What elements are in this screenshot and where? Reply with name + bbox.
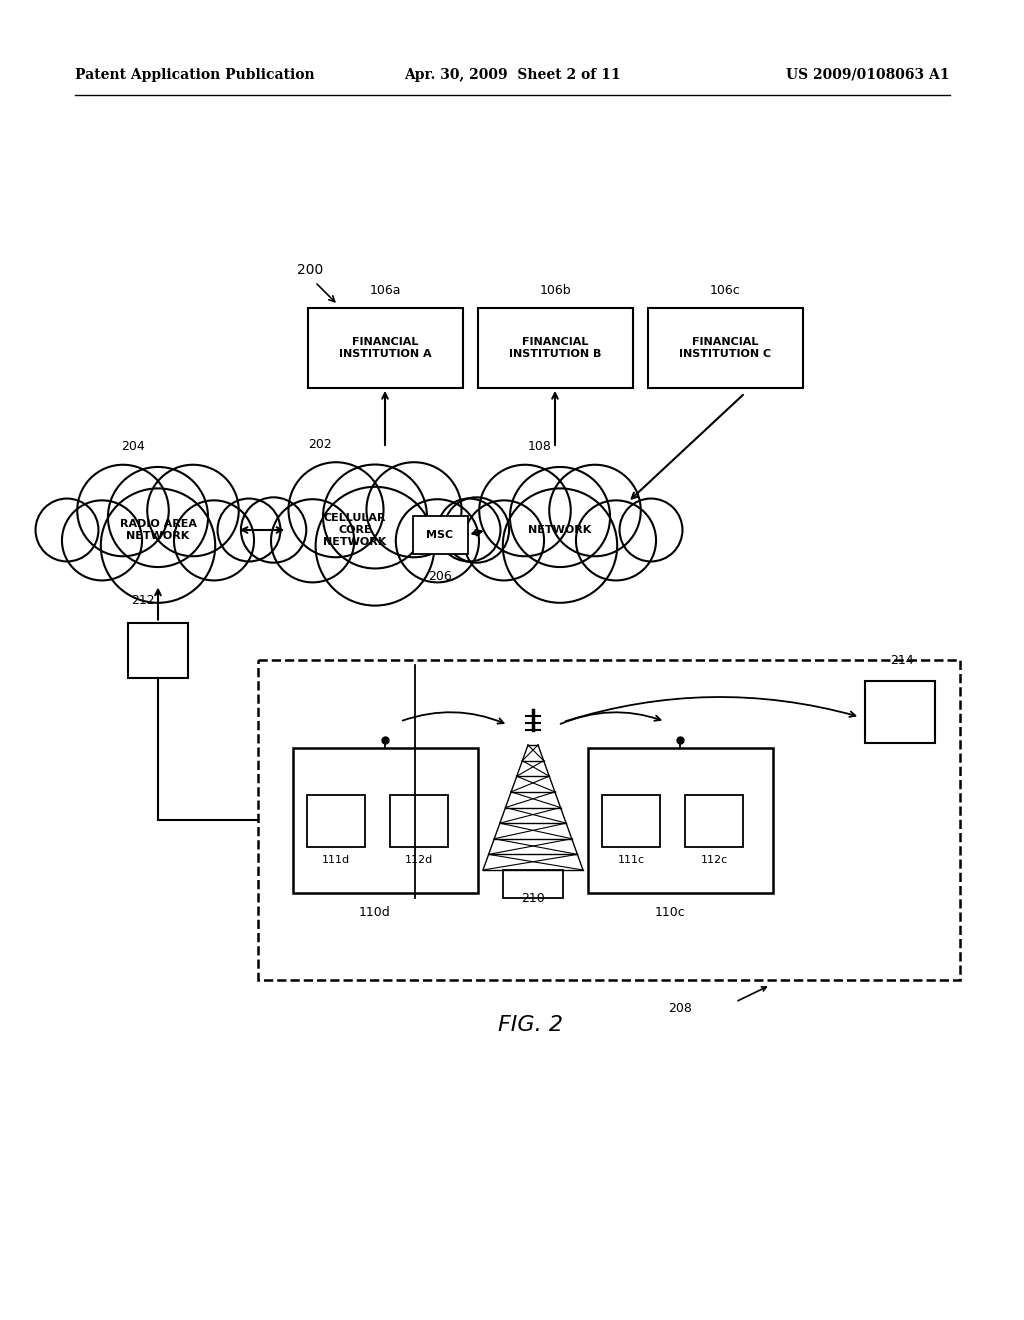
Text: 208: 208 xyxy=(668,1002,692,1015)
Bar xyxy=(307,795,365,847)
Bar xyxy=(503,870,563,898)
Text: 110c: 110c xyxy=(654,906,685,919)
Text: 110d: 110d xyxy=(359,906,391,919)
Circle shape xyxy=(367,462,462,557)
Circle shape xyxy=(464,500,544,581)
Bar xyxy=(390,795,449,847)
Text: 212: 212 xyxy=(131,594,155,607)
Circle shape xyxy=(108,467,208,568)
Text: 106a: 106a xyxy=(370,284,400,297)
Bar xyxy=(588,747,772,892)
Circle shape xyxy=(396,499,479,582)
Circle shape xyxy=(271,499,354,582)
Text: 206: 206 xyxy=(428,569,452,582)
Text: MSC: MSC xyxy=(426,531,454,540)
Circle shape xyxy=(575,500,656,581)
Circle shape xyxy=(289,462,384,557)
Text: 202: 202 xyxy=(308,438,332,451)
Text: Apr. 30, 2009  Sheet 2 of 11: Apr. 30, 2009 Sheet 2 of 11 xyxy=(403,69,621,82)
Bar xyxy=(293,747,477,892)
Bar xyxy=(685,795,743,847)
Text: 112c: 112c xyxy=(700,855,728,865)
Text: FINANCIAL
INSTITUTION C: FINANCIAL INSTITUTION C xyxy=(679,337,771,359)
Text: 111c: 111c xyxy=(617,855,644,865)
Bar xyxy=(258,660,961,979)
Text: FINANCIAL
INSTITUTION B: FINANCIAL INSTITUTION B xyxy=(509,337,601,359)
Bar xyxy=(865,681,935,743)
Circle shape xyxy=(217,499,281,561)
Circle shape xyxy=(503,488,617,603)
Circle shape xyxy=(323,465,427,569)
Bar xyxy=(128,623,188,677)
Text: NETWORK: NETWORK xyxy=(528,525,592,535)
Text: 106b: 106b xyxy=(540,284,570,297)
Circle shape xyxy=(437,499,501,561)
Circle shape xyxy=(443,498,509,562)
Text: 106c: 106c xyxy=(710,284,740,297)
Circle shape xyxy=(147,465,239,556)
Circle shape xyxy=(62,500,142,581)
Text: 108: 108 xyxy=(528,441,552,454)
Circle shape xyxy=(510,467,610,568)
Text: RADIO AREA
NETWORK: RADIO AREA NETWORK xyxy=(120,519,197,541)
Circle shape xyxy=(315,487,434,606)
Text: FINANCIAL
INSTITUTION A: FINANCIAL INSTITUTION A xyxy=(339,337,431,359)
Text: CELLULAR
CORE
NETWORK: CELLULAR CORE NETWORK xyxy=(324,513,387,546)
Circle shape xyxy=(549,465,641,556)
Text: 214: 214 xyxy=(890,655,913,668)
Text: Patent Application Publication: Patent Application Publication xyxy=(75,69,314,82)
Circle shape xyxy=(77,465,169,556)
Bar xyxy=(477,308,633,388)
Circle shape xyxy=(620,499,682,561)
Bar xyxy=(307,308,463,388)
Text: 111d: 111d xyxy=(322,855,350,865)
Circle shape xyxy=(36,499,98,561)
Text: 200: 200 xyxy=(297,263,324,277)
Text: 204: 204 xyxy=(121,441,144,454)
Text: FIG. 2: FIG. 2 xyxy=(498,1015,562,1035)
Text: US 2009/0108063 A1: US 2009/0108063 A1 xyxy=(786,69,950,82)
Circle shape xyxy=(241,498,306,562)
Bar xyxy=(602,795,660,847)
Text: 210: 210 xyxy=(521,891,545,904)
Bar xyxy=(647,308,803,388)
Text: 112d: 112d xyxy=(404,855,433,865)
Circle shape xyxy=(479,465,570,556)
Bar xyxy=(413,516,468,554)
Circle shape xyxy=(100,488,215,603)
Circle shape xyxy=(174,500,254,581)
